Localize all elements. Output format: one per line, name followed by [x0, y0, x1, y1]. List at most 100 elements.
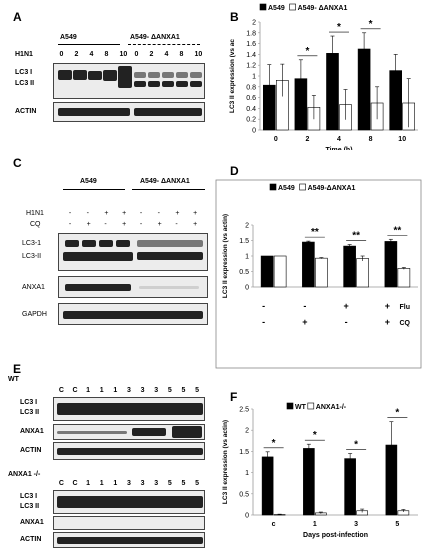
legend-swatch — [307, 402, 315, 410]
x-tick-label: 3 — [354, 521, 358, 528]
blot-lc3-c — [58, 233, 208, 271]
h1n1-sign: - — [86, 210, 89, 217]
group-label-danxa1-c: A549- ΔANXA1 — [140, 178, 190, 185]
lane-label: 1 — [86, 480, 90, 487]
x-tick-label: 5 — [395, 521, 399, 528]
bar — [273, 255, 287, 288]
bar — [302, 241, 315, 288]
lane-label: 1 — [99, 480, 104, 487]
significance-mark: * — [354, 440, 358, 451]
blot-anxa1-ko — [53, 516, 205, 530]
y-tick-label: 1.2 — [246, 63, 256, 70]
chart-d: 0 0.5 1 1.5 2 LC3 II expression (vs actin) A54… — [215, 179, 422, 369]
y-tick-label: 0.5 — [239, 491, 249, 498]
significance-mark: * — [313, 430, 317, 441]
legend-swatch — [269, 183, 277, 191]
actin-label-wt: ACTIN — [20, 447, 42, 454]
h1n1-label-c: H1N1 — [26, 210, 44, 217]
h1n1-sign: + — [122, 210, 127, 217]
lane-label: 5 — [195, 387, 200, 394]
bar — [315, 257, 328, 288]
h1n1-sign: - — [68, 210, 72, 217]
lane-label: 3 — [140, 387, 145, 394]
legend-label: A549- ΔANXA1 — [298, 5, 348, 12]
cq-sign: - — [175, 221, 178, 228]
lc3-i-label-wt: LC3 I — [20, 399, 38, 406]
y-tick-label: 2 — [252, 20, 256, 27]
timepoint-label: 8 — [104, 51, 109, 58]
lc3-ii-label-a: LC3 II — [15, 80, 35, 87]
y-axis-label: LC3 II expression (vs actin) — [222, 214, 229, 298]
anxa1-label-ko: ANXA1 — [20, 519, 44, 526]
x-tick-label: 8 — [369, 136, 373, 143]
timepoint-row: 0 2 4 8 10 0 2 4 8 10 — [55, 51, 205, 61]
legend-swatch — [259, 3, 267, 11]
bar — [261, 456, 274, 516]
chart-f: 0 0.5 1 1.5 2 2.5 LC3 II expression (vs actin)… — [222, 402, 418, 539]
cq-sign: - — [68, 221, 72, 228]
significance-mark: * — [305, 46, 309, 57]
legend-label: A549 — [268, 5, 285, 12]
legend-label: A549 — [278, 185, 295, 192]
h1n1-sign: + — [104, 210, 109, 217]
timepoint-label: 0 — [59, 51, 64, 58]
h1n1-sign: - — [139, 210, 143, 217]
y-tick-label: 0.2 — [246, 117, 256, 124]
x-axis-label: Days post-infection — [303, 532, 368, 539]
panel-label-f: F — [230, 390, 238, 404]
timepoint-label: 10 — [119, 51, 128, 58]
x-tick-label: c — [272, 521, 276, 528]
timepoint-label: 4 — [89, 51, 94, 58]
legend-label: WT — [295, 404, 307, 411]
timepoint-label: 4 — [164, 51, 169, 58]
group-underline-c1 — [63, 189, 125, 190]
blot-lc3-ko — [53, 490, 205, 514]
anxa1-label-c: ANXA1 — [22, 284, 45, 291]
h1n1-sign-row: - - + + - - + + — [63, 210, 205, 220]
significance-mark: ** — [393, 225, 401, 236]
y-tick-label: 2 — [245, 428, 249, 435]
lc3-ii-label-wt: LC3 II — [20, 409, 40, 416]
y-tick-label: 0.8 — [246, 84, 256, 91]
panel-label-c: C — [13, 156, 22, 170]
blot-anxa1-wt — [53, 424, 205, 440]
flu-sign: + — [343, 301, 348, 311]
cq-sign-row: - + - + - + - + — [63, 221, 205, 231]
bar — [260, 255, 274, 288]
group-underline-danxa1 — [128, 44, 200, 45]
significance-mark: * — [395, 408, 399, 419]
flu-sign: - — [262, 301, 265, 311]
timepoint-label: 8 — [179, 51, 184, 58]
h1n1-sign: + — [175, 210, 180, 217]
panel-label-a: A — [13, 10, 22, 24]
group-label-a549-danxa1: A549- ΔANXA1 — [130, 34, 180, 41]
significance-mark: * — [369, 19, 373, 30]
chart-frame — [215, 179, 422, 369]
cq-sign: + — [122, 221, 127, 228]
wt-label: WT — [8, 376, 19, 383]
h1n1-sign: + — [193, 210, 198, 217]
flu-sign: + — [385, 301, 390, 311]
lane-label: 3 — [127, 480, 131, 487]
group-label-a549-c: A549 — [80, 178, 97, 185]
lane-label: 5 — [167, 387, 172, 394]
timepoint-label: 10 — [194, 51, 203, 58]
x-tick-label: 2 — [305, 136, 309, 143]
lane-label: 1 — [113, 480, 118, 487]
y-tick-label: 1.8 — [246, 30, 256, 37]
lane-label: C — [58, 387, 64, 394]
legend-swatch — [286, 402, 294, 410]
group-label-a549: A549 — [60, 34, 77, 41]
y-tick-label: 1 — [252, 74, 256, 81]
cq-sign: - — [345, 317, 348, 327]
y-axis-label: LC3 II expression (vs actin) — [222, 420, 229, 504]
y-tick-label: 0 — [252, 128, 256, 135]
bar — [343, 245, 356, 288]
group-underline-a549 — [58, 44, 120, 45]
lc3-i-label-a: LC3 I — [15, 69, 33, 76]
legend-label: ANXA1-/- — [316, 404, 347, 411]
h1n1-sign: - — [157, 210, 160, 217]
y-tick-label: 0 — [245, 513, 249, 520]
lane-row-ko: C C 1 1 1 3 3 3 5 5 5 — [55, 480, 205, 490]
blot-actin-wt — [53, 442, 205, 460]
